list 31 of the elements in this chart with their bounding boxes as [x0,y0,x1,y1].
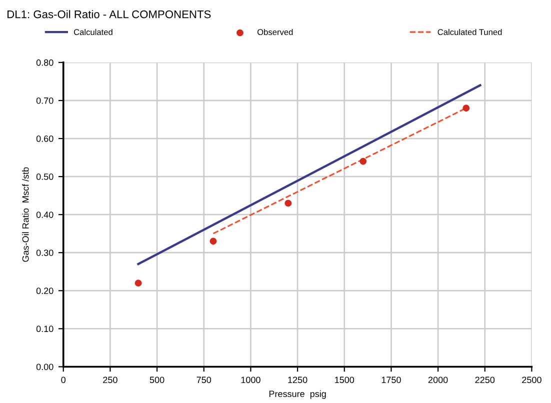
x-tick-label: 0 [61,376,66,384]
legend-label: Calculated [74,28,112,36]
y-tick-label: 0.40 [36,212,54,218]
y-axis-title: Gas-Oil Ratio Mscf /stb [22,167,29,262]
x-tick-label: 1500 [335,376,354,384]
x-axis-title: Pressure psig [269,390,326,399]
point [134,280,142,287]
y-tick-label: 0.60 [36,136,54,142]
y-tick-label: 0.70 [36,97,54,104]
point [462,104,470,112]
y-tick-label: 0.50 [36,174,54,180]
legend-label: Observed [257,28,293,36]
y-tick-label: 0.30 [36,250,54,256]
x-tick-label: 1250 [288,376,308,384]
x-tick-label: 1000 [241,376,260,384]
x-tick-label: 2500 [522,376,542,384]
legend-label: Calculated Tuned [438,28,502,36]
x-tick-label: 2250 [475,376,495,384]
x-tick-label: 750 [196,376,212,384]
x-tick-label: 500 [150,376,164,384]
chart-title: DL1: Gas-Oil Ratio - ALL COMPONENTS [8,10,211,18]
y-tick-label: 0.00 [36,364,54,370]
y-tick-label: 0.20 [36,288,54,294]
x-tick-label: 250 [103,376,118,384]
x-tick-label: 2000 [428,376,448,384]
x-tick-label: 1750 [382,376,401,384]
point [360,158,367,165]
point [284,200,292,207]
y-tick-label: 0.80 [36,59,54,66]
y-tick-label: 0.10 [36,326,54,332]
point [210,238,217,245]
